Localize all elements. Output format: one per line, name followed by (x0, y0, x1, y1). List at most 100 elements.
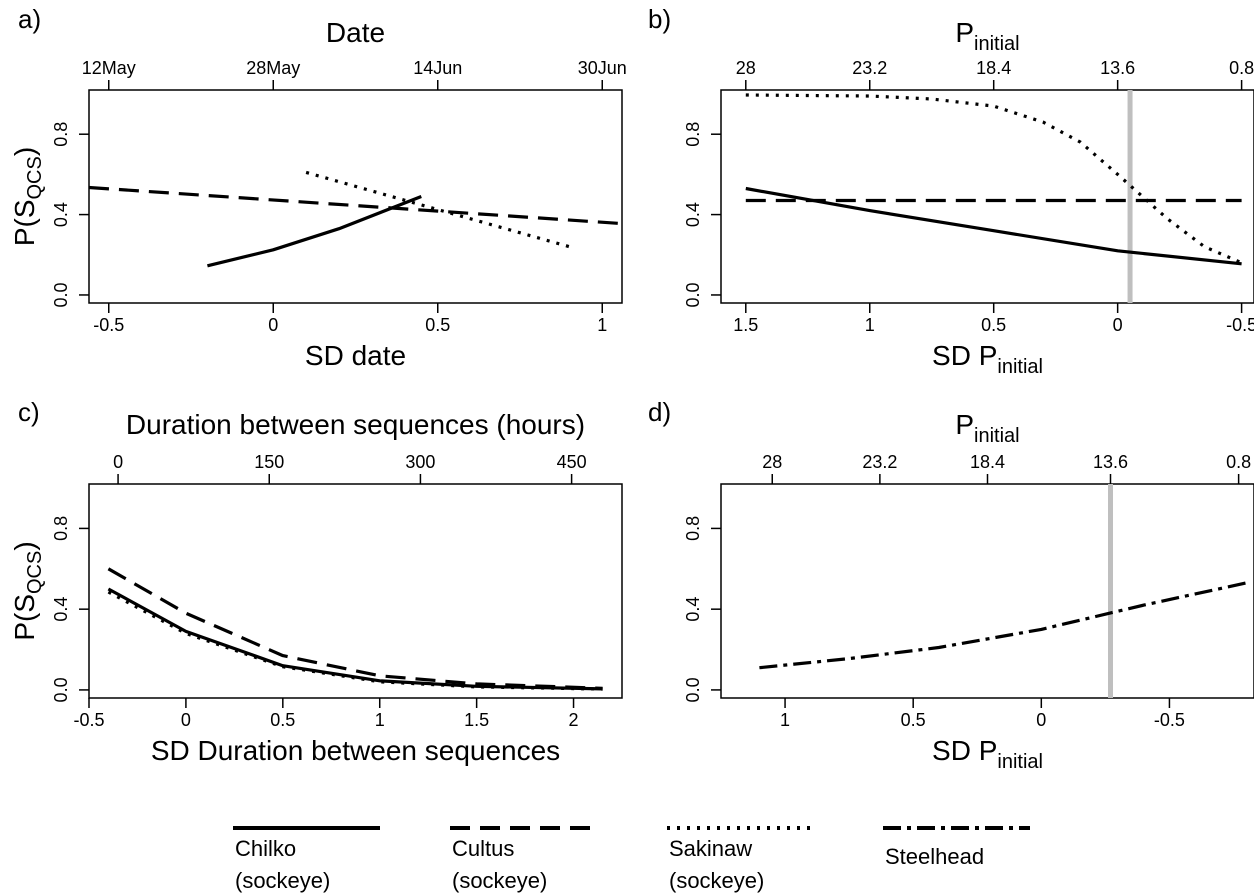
panel-label: b) (648, 4, 671, 34)
top-tick-label: 0.8 (1226, 452, 1251, 472)
x-tick-label: -0.5 (93, 315, 124, 335)
series-line-solid (207, 195, 422, 268)
y-tick-label: 0.4 (51, 202, 71, 227)
y-tick-label: 0.0 (683, 282, 703, 307)
panel-label: c) (18, 397, 40, 427)
y-tick-label: 0.8 (683, 122, 703, 147)
top-tick-label: 300 (405, 452, 435, 472)
legend-label: Sakinaw (669, 836, 752, 861)
panel-label: a) (18, 4, 41, 34)
top-tick-label: 0 (113, 452, 123, 472)
top-tick-label: 28 (736, 58, 756, 78)
y-axis-label-sub: QCS (24, 156, 46, 199)
top-tick-label: 30Jun (578, 58, 627, 78)
x-tick-label: 0.5 (270, 710, 295, 730)
series-line-dashed (89, 185, 622, 226)
panel-a: a) Date -0.5 0 0.5 1 12May 28May 14Jun 30Jun 0.0 0.… (9, 4, 627, 371)
plot-frame (88, 483, 623, 699)
x-axis-label: SD Pinitial (932, 340, 1043, 378)
series-line-dotted (107, 590, 603, 691)
y-tick-label: 0.4 (683, 597, 703, 622)
y-axis-label-main: P(S (9, 199, 40, 246)
y-axis-label-main: P(S (9, 594, 40, 641)
top-tick-label: 13.6 (1093, 452, 1128, 472)
y-axis-label-sub: QCS (24, 551, 46, 594)
y-tick-label: 0.4 (51, 597, 71, 622)
top-tick-label: 18.4 (976, 58, 1011, 78)
x-tick-label: 0 (1036, 710, 1046, 730)
x-axis-label: SD date (305, 340, 406, 371)
panel-b: b) Pinitial 1.5 1 0.5 0 -0.5 28 23.2 18.4 13.6 0.8 0… (648, 4, 1254, 378)
plot-frame (720, 89, 1254, 304)
legend-label: Steelhead (885, 844, 984, 869)
x-tick-label: -0.5 (73, 710, 104, 730)
top-tick-label: 150 (254, 452, 284, 472)
x-axis-label-sub: initial (997, 356, 1043, 378)
panel-d: d) Pinitial 1 0.5 0 -0.5 28 23.2 18.4 13.6 0.8 0.0 0… (648, 397, 1254, 773)
x-tick-label: 0.5 (425, 315, 450, 335)
x-axis-label-sub: initial (997, 751, 1043, 773)
x-tick-label: 0 (268, 315, 278, 335)
top-tick-label: 13.6 (1100, 58, 1135, 78)
legend-label-sub: (sockeye) (235, 868, 330, 893)
top-axis-title: Pinitial (955, 17, 1019, 55)
top-axis-title-sub: initial (974, 33, 1020, 55)
y-axis-label: P(SQCS) (9, 147, 46, 246)
x-tick-label: 0 (1113, 315, 1123, 335)
y-axis-label-close: ) (9, 147, 40, 156)
x-tick-label: 0 (181, 710, 191, 730)
x-tick-label: 1.5 (464, 710, 489, 730)
top-tick-label: 23.2 (862, 452, 897, 472)
top-tick-label: 14Jun (413, 58, 462, 78)
plot-area (89, 170, 622, 268)
y-axis-label-close: ) (9, 541, 40, 550)
top-tick-label: 18.4 (970, 452, 1005, 472)
top-axis-title: Duration between sequences (hours) (126, 409, 585, 440)
series-line-dashed (107, 567, 603, 690)
panel-c: c) Duration between sequences (hours) -0.5… (9, 397, 623, 766)
series-line-solid (745, 186, 1242, 266)
top-tick-label: 0.8 (1229, 58, 1254, 78)
panel-label: d) (648, 397, 671, 427)
x-axis-label: SD Duration between sequences (151, 735, 560, 766)
x-tick-label: 1 (597, 315, 607, 335)
x-tick-label: -0.5 (1226, 315, 1254, 335)
x-tick-label: 0.5 (981, 315, 1006, 335)
top-tick-label: 28May (246, 58, 300, 78)
y-tick-label: 0.0 (683, 677, 703, 702)
x-tick-label: 1 (780, 710, 790, 730)
plot-area (745, 90, 1243, 303)
top-axis-title: Date (326, 17, 385, 48)
x-axis-label: SD Pinitial (932, 735, 1043, 773)
y-tick-label: 0.4 (683, 202, 703, 227)
top-tick-label: 28 (762, 452, 782, 472)
legend-label-sub: (sockeye) (669, 868, 764, 893)
plot-frame (88, 89, 623, 304)
x-tick-label: -0.5 (1154, 710, 1185, 730)
series-line-solid (107, 587, 603, 691)
top-tick-label: 450 (557, 452, 587, 472)
top-tick-label: 12May (82, 58, 136, 78)
legend-label-sub: (sockeye) (452, 868, 547, 893)
y-tick-label: 0.0 (51, 677, 71, 702)
top-axis-title-sub: initial (974, 425, 1020, 447)
x-tick-label: 2 (569, 710, 579, 730)
plot-frame (720, 483, 1254, 699)
legend-label: Cultus (452, 836, 514, 861)
y-tick-label: 0.0 (51, 282, 71, 307)
legend-label: Chilko (235, 836, 296, 861)
x-tick-label: 1 (375, 710, 385, 730)
series-line-dashdot (759, 581, 1247, 670)
top-tick-label: 23.2 (852, 58, 887, 78)
top-axis-title: Pinitial (955, 409, 1019, 447)
legend: Chilko (sockeye) Cultus (sockeye) Sakinaw (so… (233, 826, 1030, 893)
x-tick-label: 1.5 (733, 315, 758, 335)
y-tick-label: 0.8 (51, 516, 71, 541)
x-tick-label: 1 (865, 315, 875, 335)
plot-area (759, 484, 1247, 698)
plot-area (107, 567, 603, 691)
y-axis-label: P(SQCS) (9, 541, 46, 640)
y-tick-label: 0.8 (51, 122, 71, 147)
y-tick-label: 0.8 (683, 516, 703, 541)
